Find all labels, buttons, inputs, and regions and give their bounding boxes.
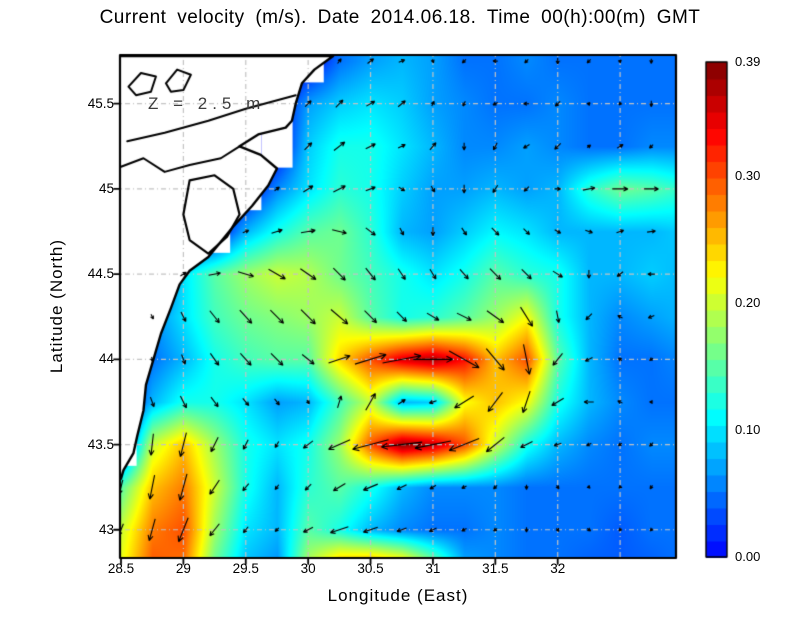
y-tick-label: 45: [98, 180, 114, 196]
x-tick-label: 30.5: [357, 561, 384, 576]
colorbar-tick-label: 0.10: [735, 422, 761, 438]
colorbar-tick-label: 0.20: [735, 295, 761, 311]
chart-title: Current velocity (m/s). Date 2014.06.18.…: [99, 7, 701, 28]
colorbar-tick-label: 0.30: [735, 168, 761, 184]
x-tick-label: 30: [300, 561, 316, 576]
depth-annotation: Z = 2.5 m: [148, 94, 266, 113]
y-tick-label: 43: [98, 521, 114, 537]
y-tick-label: 44: [98, 351, 114, 367]
y-tick-label: 43.5: [87, 436, 114, 452]
colorbar-tick-label: 0.00: [735, 549, 761, 564]
y-tick-label: 45.5: [87, 95, 114, 111]
x-tick-label: 29.5: [232, 561, 259, 576]
x-tick-label: 31.5: [482, 561, 509, 576]
x-axis-label: Longitude (East): [327, 586, 469, 605]
x-tick-label: 29: [175, 561, 191, 576]
x-tick-label: 31: [425, 561, 441, 576]
y-tick-label: 44.5: [87, 266, 114, 282]
x-tick-label: 32: [550, 561, 566, 576]
x-tick-label: 28.5: [107, 561, 135, 576]
y-axis-label: Latitude (North): [47, 238, 66, 374]
colorbar-tick-label: 0.39: [735, 54, 761, 69]
